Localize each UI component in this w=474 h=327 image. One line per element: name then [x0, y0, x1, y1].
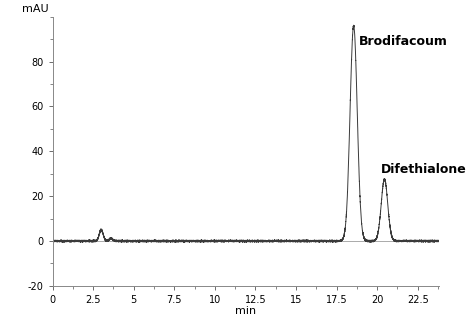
- Text: Brodifacoum: Brodifacoum: [358, 35, 447, 48]
- X-axis label: min: min: [235, 306, 256, 316]
- Text: mAU: mAU: [22, 4, 48, 14]
- Text: Difethialone: Difethialone: [381, 163, 467, 176]
